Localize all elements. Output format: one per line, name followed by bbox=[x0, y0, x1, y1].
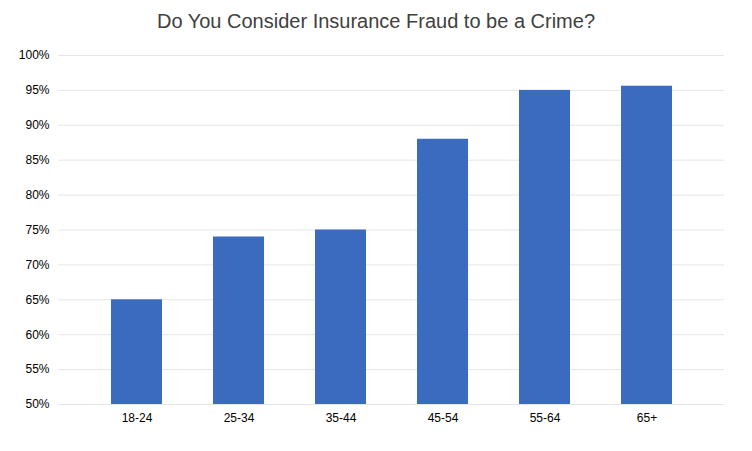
svg-text:80%: 80% bbox=[25, 188, 49, 202]
svg-text:18-24: 18-24 bbox=[122, 411, 153, 425]
svg-text:25-34: 25-34 bbox=[224, 411, 255, 425]
svg-text:45-54: 45-54 bbox=[428, 411, 459, 425]
svg-text:65%: 65% bbox=[25, 293, 49, 307]
svg-text:85%: 85% bbox=[25, 153, 49, 167]
svg-text:50%: 50% bbox=[25, 397, 49, 411]
svg-text:95%: 95% bbox=[25, 83, 49, 97]
svg-text:90%: 90% bbox=[25, 118, 49, 132]
svg-text:55-64: 55-64 bbox=[530, 411, 561, 425]
svg-text:70%: 70% bbox=[25, 258, 49, 272]
svg-text:35-44: 35-44 bbox=[326, 411, 357, 425]
svg-text:60%: 60% bbox=[25, 328, 49, 342]
svg-text:65+: 65+ bbox=[637, 411, 657, 425]
html-text:Do You Consider Insurance Frau: Do You Consider Insurance Fraud to be a … bbox=[157, 10, 595, 32]
svg-text:75%: 75% bbox=[25, 223, 49, 237]
svg-text:55%: 55% bbox=[25, 362, 49, 376]
svg-text:100%: 100% bbox=[19, 48, 50, 62]
